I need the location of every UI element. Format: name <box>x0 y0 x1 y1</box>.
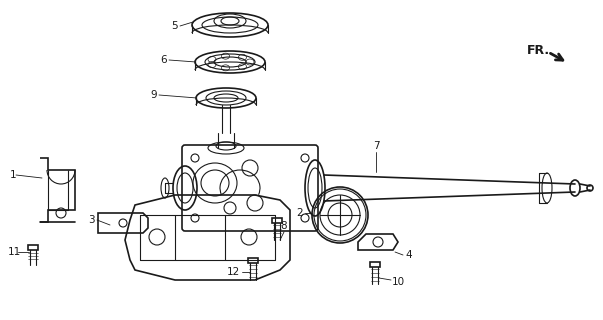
Text: 5: 5 <box>171 21 178 31</box>
Bar <box>272 218 282 223</box>
FancyBboxPatch shape <box>182 145 318 231</box>
Text: 11: 11 <box>8 247 21 257</box>
Text: 1: 1 <box>10 170 17 180</box>
Text: 7: 7 <box>373 141 379 151</box>
Bar <box>370 262 380 267</box>
Text: 10: 10 <box>392 277 405 287</box>
Bar <box>248 258 258 263</box>
Text: 8: 8 <box>280 221 287 231</box>
Text: 4: 4 <box>405 250 412 260</box>
Text: 9: 9 <box>150 90 157 100</box>
Text: 2: 2 <box>297 208 303 218</box>
Text: 12: 12 <box>227 267 240 277</box>
Text: 6: 6 <box>160 55 167 65</box>
Text: FR.: FR. <box>527 44 550 57</box>
Bar <box>28 245 38 250</box>
Text: 3: 3 <box>89 215 95 225</box>
